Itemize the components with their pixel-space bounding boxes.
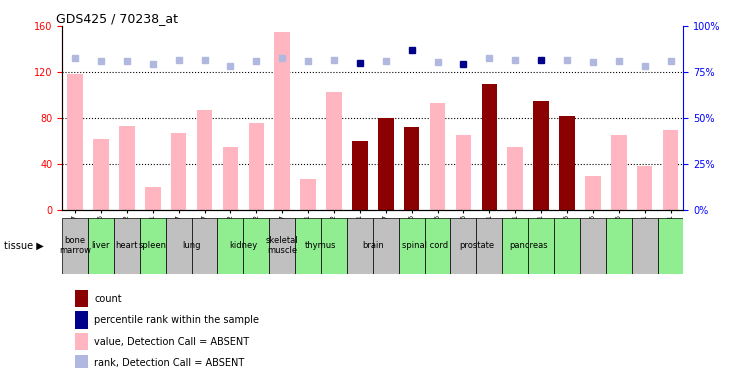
Bar	[197, 110, 212, 210]
Bar	[67, 75, 83, 210]
Text: prostate: prostate	[459, 241, 494, 250]
Text: skeletal
muscle: skeletal muscle	[266, 236, 298, 255]
Text: count: count	[94, 294, 122, 303]
Text: bone
marrow: bone marrow	[59, 236, 91, 255]
Bar	[347, 217, 373, 274]
Bar	[404, 128, 420, 210]
Bar	[559, 116, 575, 210]
Bar	[119, 126, 135, 210]
Bar	[88, 217, 114, 274]
Bar	[507, 147, 523, 210]
Bar	[482, 84, 497, 210]
Text: rank, Detection Call = ABSENT: rank, Detection Call = ABSENT	[94, 358, 245, 368]
Bar	[192, 217, 218, 274]
Bar	[326, 92, 342, 210]
Bar	[398, 217, 425, 274]
Bar	[352, 141, 368, 210]
Text: GDS425 / 70238_at: GDS425 / 70238_at	[56, 12, 178, 25]
Text: liver: liver	[91, 241, 110, 250]
Bar	[455, 135, 471, 210]
Text: spleen: spleen	[139, 241, 167, 250]
Bar	[295, 217, 321, 274]
Bar	[223, 147, 238, 210]
Bar	[580, 217, 606, 274]
Bar	[554, 217, 580, 274]
Bar	[140, 217, 166, 274]
Bar	[632, 217, 658, 274]
Bar	[611, 135, 626, 210]
Text: kidney: kidney	[230, 241, 257, 250]
Bar	[637, 166, 652, 210]
Bar	[94, 139, 109, 210]
Bar	[373, 217, 398, 274]
Bar	[62, 217, 88, 274]
Bar	[218, 217, 243, 274]
Text: thymus: thymus	[306, 241, 337, 250]
Bar	[502, 217, 528, 274]
Bar	[300, 179, 316, 210]
Bar	[114, 217, 140, 274]
Bar	[166, 217, 192, 274]
Bar	[378, 118, 393, 210]
Bar	[243, 217, 269, 274]
Bar	[606, 217, 632, 274]
Text: value, Detection Call = ABSENT: value, Detection Call = ABSENT	[94, 337, 249, 346]
Bar	[274, 32, 290, 210]
Bar	[249, 123, 264, 210]
Bar	[75, 333, 88, 350]
Bar	[534, 101, 549, 210]
Bar	[450, 217, 477, 274]
Text: heart: heart	[115, 241, 138, 250]
Bar	[321, 217, 347, 274]
Bar	[75, 355, 88, 372]
Bar	[528, 217, 554, 274]
Bar	[145, 187, 161, 210]
Bar	[171, 133, 186, 210]
Bar	[477, 217, 502, 274]
Bar	[663, 130, 678, 210]
Bar	[658, 217, 683, 274]
Text: lung: lung	[182, 241, 201, 250]
Bar	[430, 103, 445, 210]
Text: brain: brain	[362, 241, 384, 250]
Bar	[585, 176, 601, 210]
Text: spinal cord: spinal cord	[401, 241, 447, 250]
Text: pancreas: pancreas	[509, 241, 548, 250]
Bar	[425, 217, 450, 274]
Bar	[75, 311, 88, 328]
Text: tissue ▶: tissue ▶	[4, 241, 43, 250]
Bar	[269, 217, 295, 274]
Bar	[75, 290, 88, 307]
Text: percentile rank within the sample: percentile rank within the sample	[94, 315, 260, 325]
